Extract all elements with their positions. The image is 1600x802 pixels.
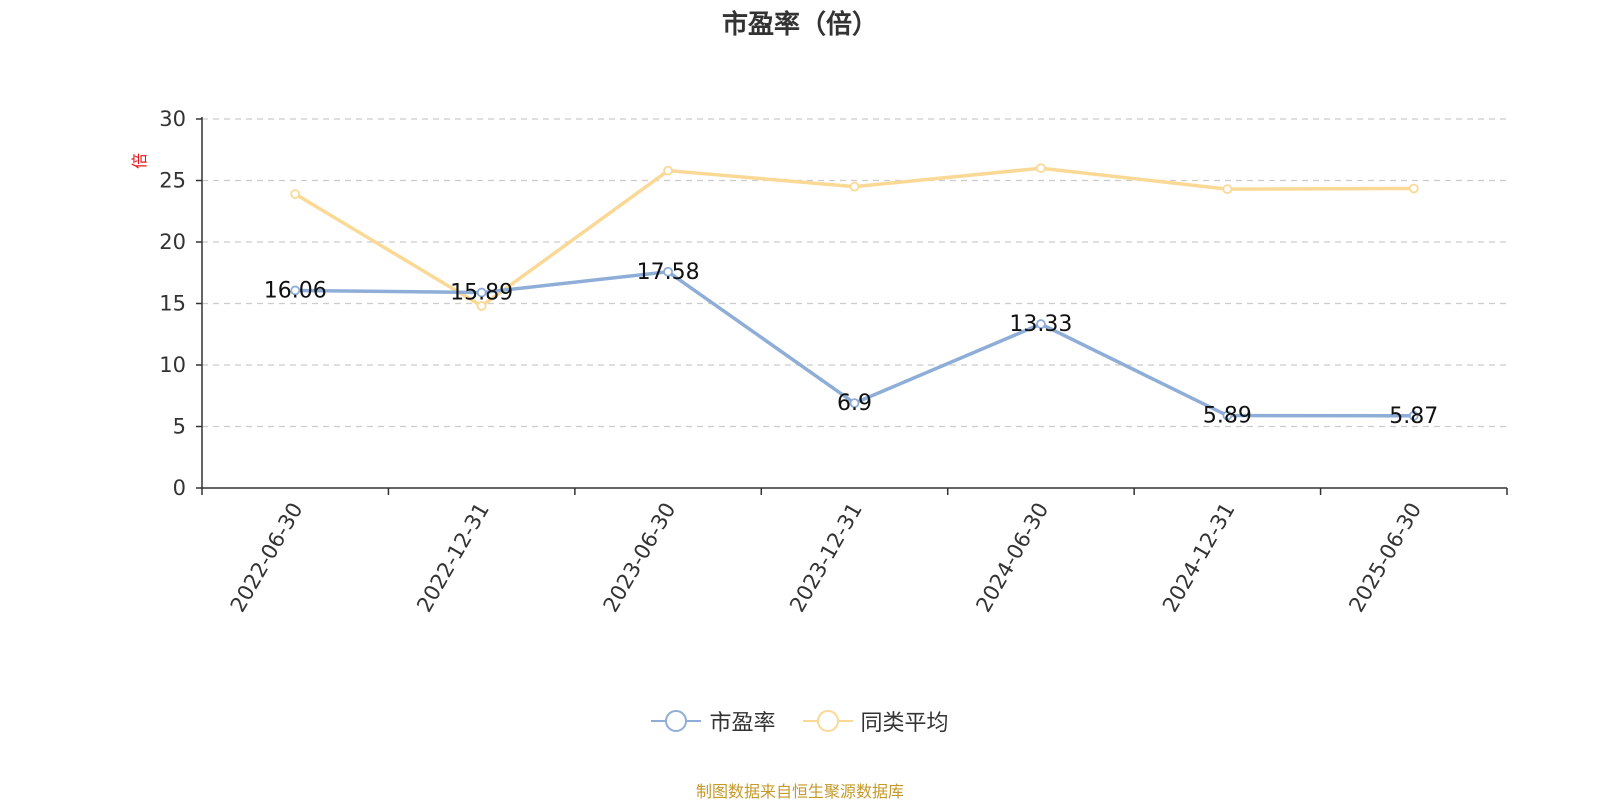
legend-item-pe[interactable]: 市盈率 xyxy=(651,705,776,737)
data-point-pe xyxy=(663,266,673,277)
data-point-pe xyxy=(1408,410,1419,421)
data-point-peer-average xyxy=(476,301,487,311)
series-lines xyxy=(290,163,1419,421)
data-point-pe xyxy=(1222,410,1233,421)
x-tick-label: 2025-06-30 xyxy=(1344,499,1426,617)
grid-lines xyxy=(202,118,1507,428)
data-label-pe: 16.06 xyxy=(264,278,327,303)
y-tick-label: 5 xyxy=(173,415,186,439)
legend-line-circle-icon xyxy=(802,710,853,732)
y-tick-label: 25 xyxy=(159,169,186,193)
data-point-peer-average xyxy=(663,165,673,176)
source-note: 制图数据来自恒生聚源数据库 xyxy=(695,782,904,801)
x-tick-label: 2023-06-30 xyxy=(599,499,681,617)
legend-line-circle-icon xyxy=(651,710,702,732)
data-point-pe xyxy=(290,285,301,296)
data-label-pe: 5.87 xyxy=(1389,404,1438,429)
x-tick-label: 2024-06-30 xyxy=(971,499,1053,617)
y-tick-label: 10 xyxy=(159,353,186,377)
x-tick-label: 2022-06-30 xyxy=(226,499,308,617)
y-tick-label: 20 xyxy=(159,230,186,254)
data-label-pe: 5.89 xyxy=(1203,404,1252,429)
data-labels: 16.06 15.89 17.58 6.9 13.33 5.89 5.87 xyxy=(264,260,1439,429)
data-point-pe xyxy=(849,398,860,409)
data-point-peer-average xyxy=(1408,183,1419,194)
data-point-peer-average xyxy=(290,189,301,199)
x-tick-label: 2023-12-31 xyxy=(785,499,867,617)
data-point-pe xyxy=(476,287,487,298)
x-tick-label: 2024-12-31 xyxy=(1158,499,1240,617)
y-tick-label: 15 xyxy=(159,292,186,316)
data-label-pe: 17.58 xyxy=(637,260,700,285)
x-tick-label: 2022-12-31 xyxy=(412,498,494,616)
legend-label-peer-average: 同类平均 xyxy=(860,711,949,736)
legend-item-peer-average[interactable]: 同类平均 xyxy=(802,705,949,737)
data-label-pe: 15.89 xyxy=(450,281,513,306)
data-label-pe: 6.9 xyxy=(837,391,872,416)
data-point-peer-average xyxy=(849,181,860,192)
legend-label-pe: 市盈率 xyxy=(709,711,776,736)
y-tick-label: 30 xyxy=(159,107,186,131)
legend: 市盈率 同类平均 xyxy=(0,705,1600,740)
data-point-pe xyxy=(1036,319,1046,329)
data-point-peer-average xyxy=(1222,184,1233,195)
data-point-peer-average xyxy=(1036,163,1046,174)
y-axis-unit-label: 倍 xyxy=(130,153,149,169)
y-tick-label: 0 xyxy=(173,476,186,500)
data-label-pe: 13.33 xyxy=(1009,312,1072,337)
chart-title: 市盈率（倍） xyxy=(721,10,878,40)
